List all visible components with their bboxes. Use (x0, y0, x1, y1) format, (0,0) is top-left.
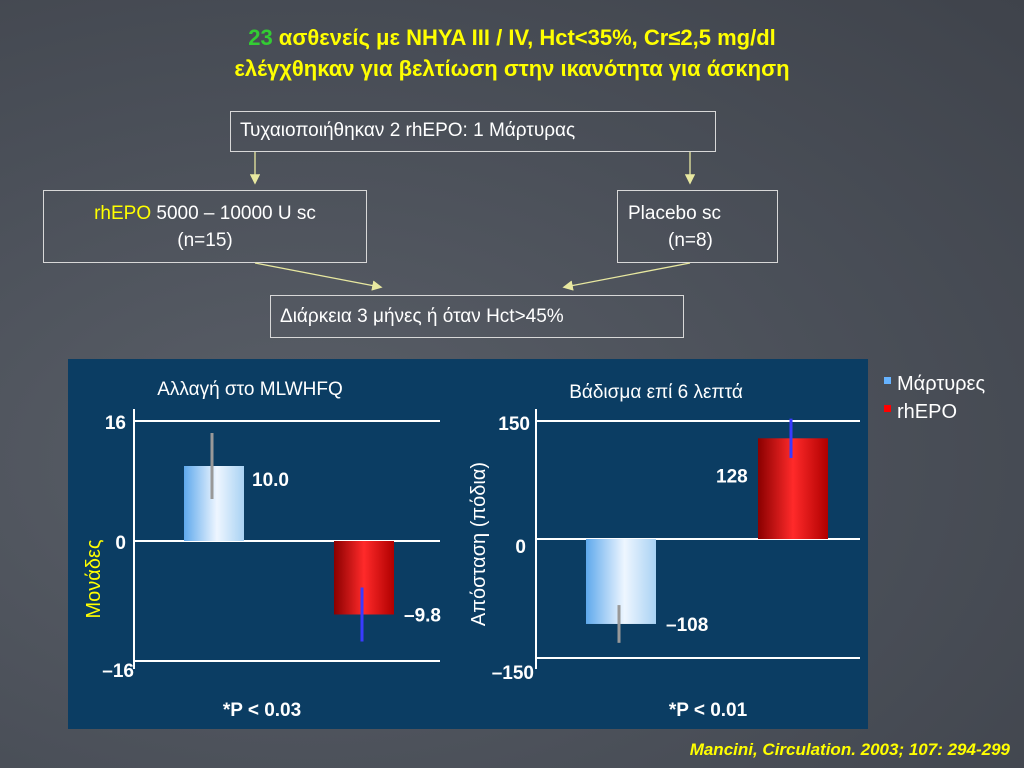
chart2-pvalue: *P < 0.01 (669, 700, 748, 721)
chart2-ylabel: Απόσταση (πόδια) (468, 462, 490, 626)
randomized-box: Τυχαιοποιήθηκαν 2 rhEPO: 1 Μάρτυρας (230, 111, 716, 152)
charts-panel: Αλλαγή στο MLWHFQ Μονάδες 16 0 –16 10.0 … (68, 359, 868, 729)
chart2-title: Βάδισμα επί 6 λεπτά (569, 382, 743, 403)
placebo-n: (n=8) (668, 230, 713, 251)
chart1-pvalue: *P < 0.03 (223, 700, 301, 721)
chart1-label-control: 10.0 (252, 470, 289, 491)
citation: Mancini, Circulation. 2003; 107: 294-299 (689, 740, 1010, 759)
legend-control-swatch (884, 377, 891, 385)
slide-title-line2: ελέγχθηκαν για βελτίωση στην ικανότητα γ… (234, 56, 790, 81)
chart2-tick-zero: 0 (515, 537, 526, 558)
chart2-bar-rhepo (758, 438, 828, 539)
chart2-label-rhepo: 128 (716, 466, 748, 487)
arrow-placebo-to-duration (562, 262, 691, 291)
slide-title-line1: 23 ασθενείς με NHYA III / IV, Hct<35%, C… (0, 22, 1024, 53)
placebo-group-box: Placebo sc (n=8) (617, 190, 778, 263)
legend-control: Μάρτυρες (884, 370, 985, 398)
chart1-label-rhepo: –9.8 (404, 606, 441, 627)
placebo-label: Placebo sc (628, 203, 721, 224)
rhepo-dose: 5000 – 10000 U sc (151, 203, 316, 224)
criteria-text: ασθενείς με NHYA III / IV, Hct<35%, Cr≤2… (272, 25, 776, 50)
chart1-bar-control (184, 466, 244, 541)
arrow-rhepo-to-duration (254, 262, 383, 291)
chart1-tick-zero: 0 (115, 533, 126, 554)
chart-mlwhfq: Αλλαγή στο MLWHFQ Μονάδες 16 0 –16 10.0 … (83, 379, 441, 721)
chart2-label-control: –108 (666, 615, 708, 636)
rhepo-label: rhEPO (94, 203, 152, 224)
chart1-ylabel: Μονάδες (83, 539, 105, 618)
rhepo-n: (n=15) (177, 230, 233, 251)
chart2-tick-top: 150 (498, 414, 530, 435)
chart2-tick-bottom: –150 (492, 663, 534, 684)
legend-rhepo: rhEPO (884, 398, 985, 426)
chart1-bar-rhepo (334, 541, 394, 615)
duration-box: Διάρκεια 3 μήνες ή όταν Hct>45% (270, 295, 684, 338)
patient-count: 23 (248, 25, 273, 50)
chart1-title: Αλλαγή στο MLWHFQ (157, 379, 343, 400)
legend-control-label: Μάρτυρες (897, 373, 986, 395)
chart1-tick-top: 16 (105, 413, 126, 434)
chart-walk: Βάδισμα επί 6 λεπτά Απόσταση (πόδια) 150… (468, 382, 860, 721)
legend-rhepo-swatch (884, 405, 891, 413)
chart1-tick-bottom: –16 (102, 661, 134, 682)
rhepo-group-box: rhEPO 5000 – 10000 U sc (n=15) (43, 190, 367, 263)
chart2-bar-control (586, 539, 656, 624)
legend-rhepo-label: rhEPO (897, 401, 958, 423)
chart-legend: Μάρτυρες rhEPO (884, 370, 985, 426)
